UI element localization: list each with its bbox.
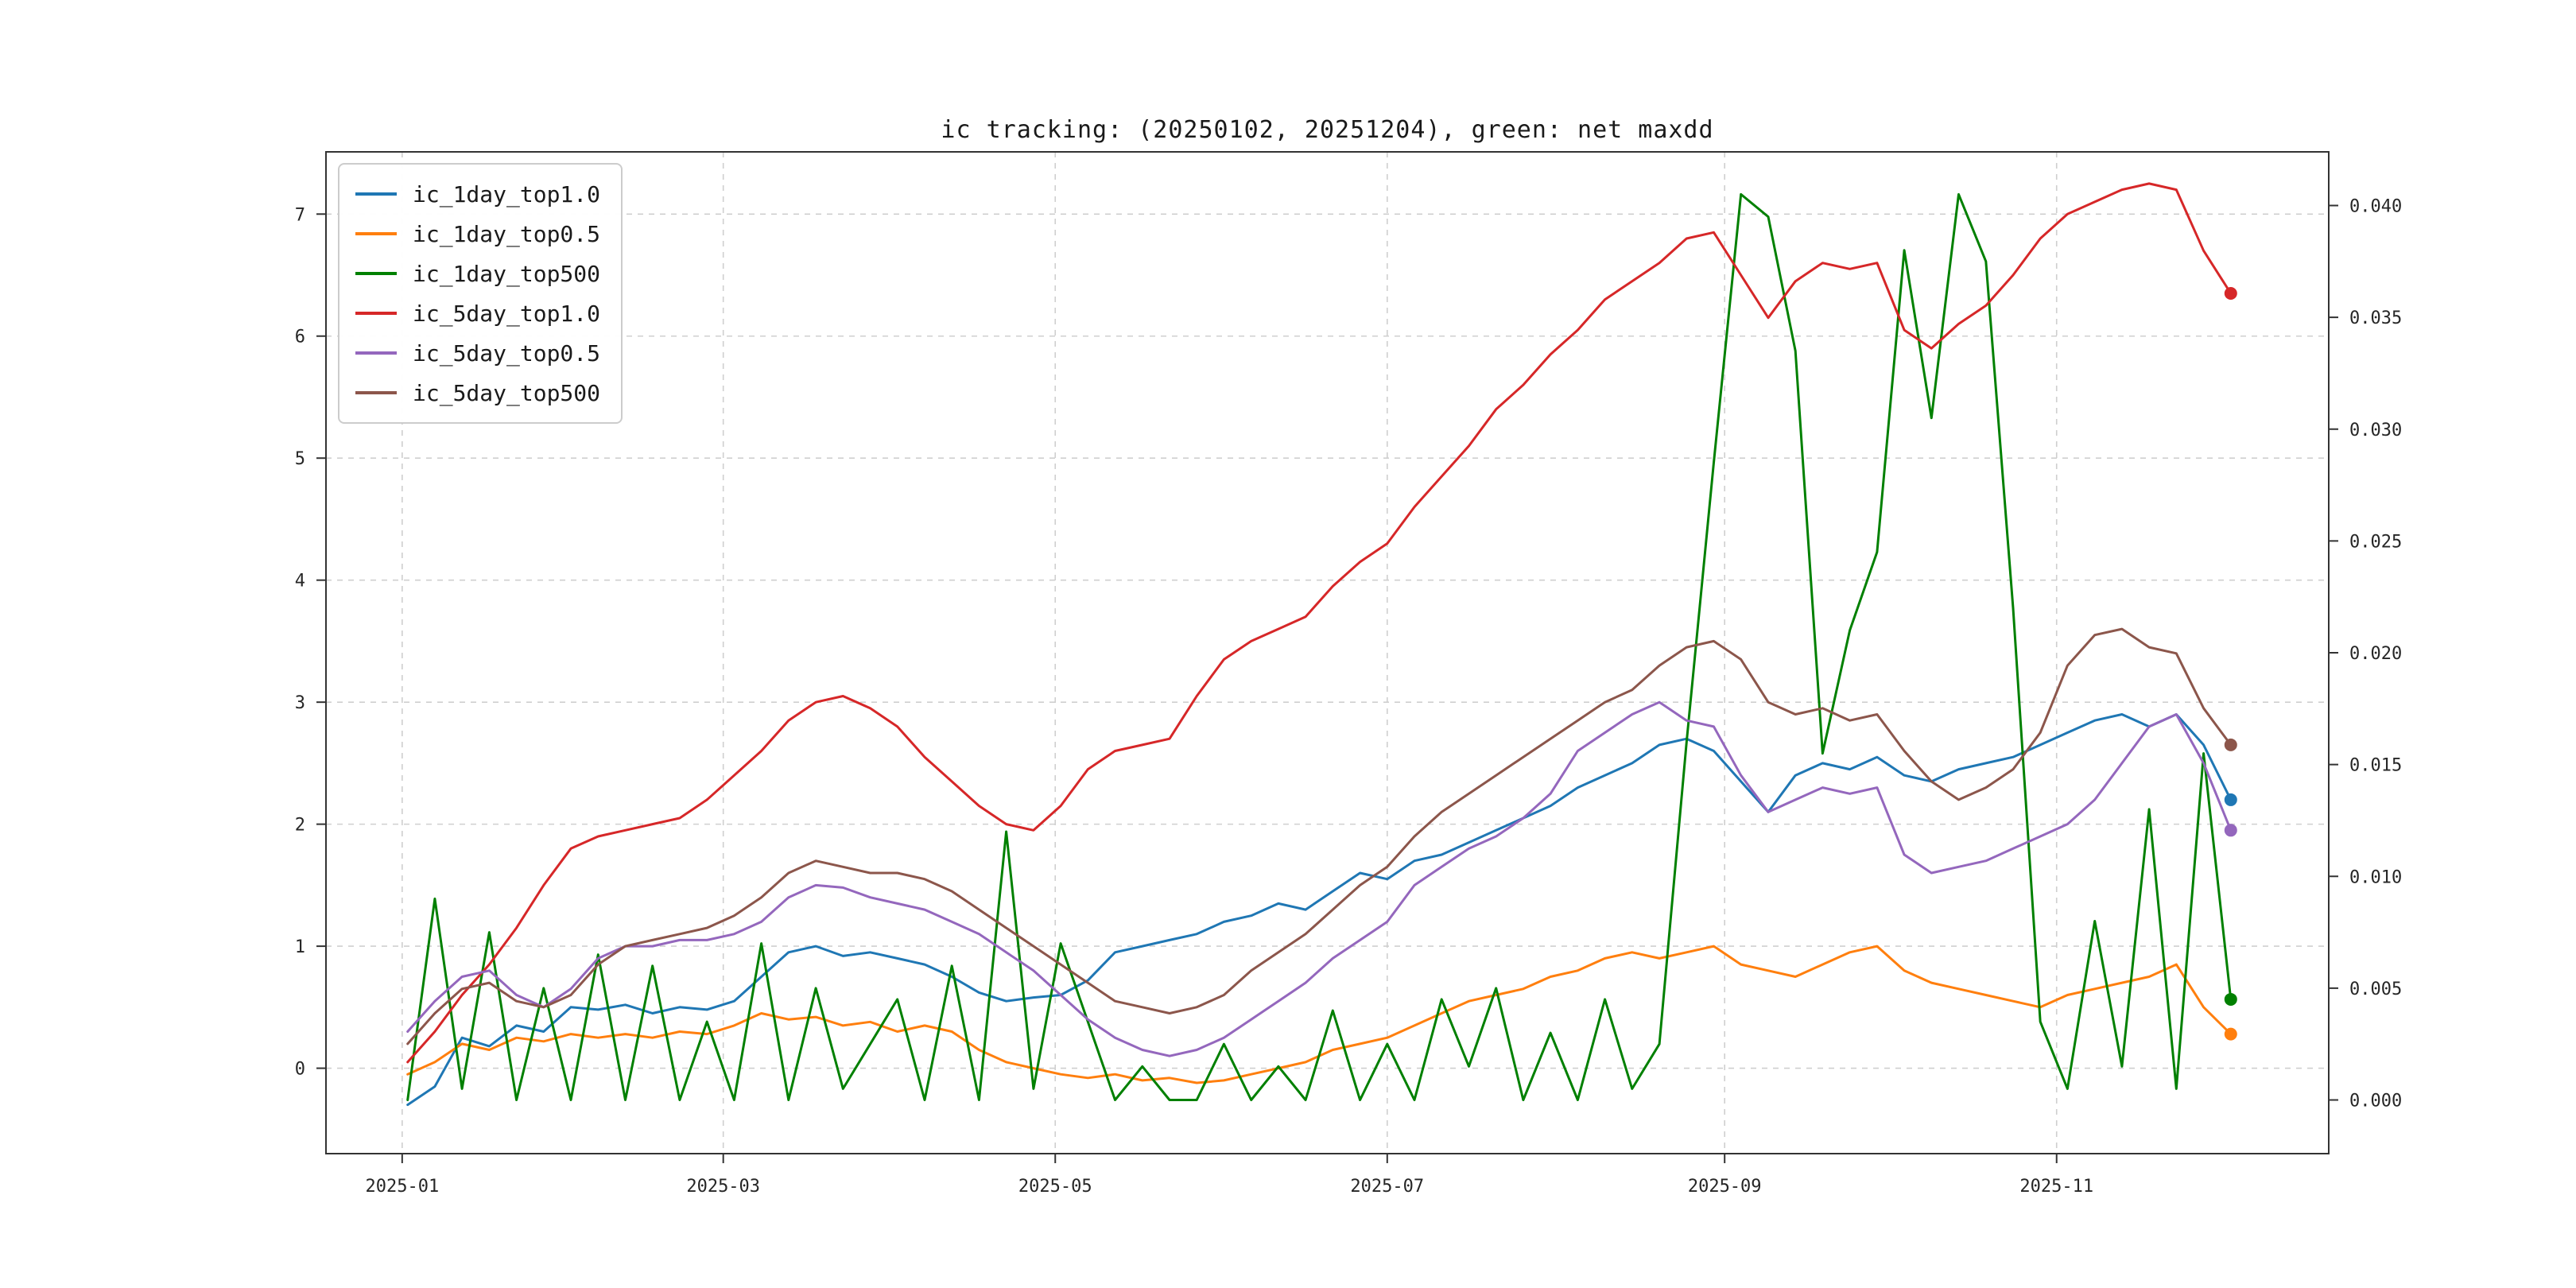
right-tick-label: 0.025	[2349, 532, 2402, 552]
x-tick-label: 2025-07	[1350, 1177, 1424, 1197]
chart-title: ic tracking: (20250102, 20251204), green…	[941, 116, 1714, 144]
series-endpoint-ic_5day_top1.0	[2224, 287, 2237, 301]
legend-label: ic_1day_top500	[413, 260, 601, 287]
legend-line-swatch	[355, 272, 397, 275]
left-tick-label: 7	[295, 205, 305, 225]
legend-label: ic_5day_top500	[413, 379, 601, 406]
left-tick-label: 1	[295, 937, 305, 957]
left-tick-label: 0	[295, 1060, 305, 1080]
legend-line-swatch	[355, 351, 397, 355]
legend-line-swatch	[355, 192, 397, 196]
right-tick-label: 0.010	[2349, 867, 2402, 887]
series-endpoint-ic_1day_top500	[2224, 992, 2237, 1006]
legend: ic_1day_top1.0 ic_1day_top0.5 ic_1day_top5…	[338, 163, 623, 424]
legend-label: ic_1day_top0.5	[413, 220, 601, 247]
right-tick-label: 0.035	[2349, 308, 2402, 328]
legend-line-swatch	[355, 232, 397, 235]
right-tick-label: 0.040	[2349, 197, 2402, 217]
legend-label: ic_1day_top1.0	[413, 180, 601, 208]
left-tick-label: 2	[295, 816, 305, 836]
left-tick-label: 6	[295, 328, 305, 347]
series-endpoint-ic_5day_top0.5	[2224, 824, 2237, 837]
left-tick-label: 3	[295, 693, 305, 713]
series-endpoint-ic_1day_top1.0	[2224, 793, 2237, 806]
right-tick-label: 0.020	[2349, 644, 2402, 664]
right-tick-label: 0.030	[2349, 421, 2402, 440]
right-tick-label: 0.005	[2349, 980, 2402, 999]
legend-label: ic_5day_top1.0	[413, 300, 601, 327]
legend-item-ic_5day_top500: ic_5day_top500	[355, 374, 600, 411]
x-tick-label: 2025-09	[1688, 1177, 1762, 1197]
series-endpoint-ic_1day_top0.5	[2224, 1027, 2237, 1041]
legend-item-ic_1day_top0.5: ic_1day_top0.5	[355, 215, 600, 252]
series-line-ic_5day_top1.0	[406, 182, 2233, 1064]
series-line-ic_1day_top0.5	[406, 945, 2233, 1084]
legend-item-ic_5day_top0.5: ic_5day_top0.5	[355, 335, 600, 371]
series-line-ic_5day_top500	[406, 627, 2233, 1046]
legend-label: ic_5day_top0.5	[413, 339, 601, 367]
x-tick-label: 2025-01	[365, 1177, 439, 1197]
legend-item-ic_5day_top1.0: ic_5day_top1.0	[355, 295, 600, 332]
series-line-ic_1day_top1.0	[406, 713, 2233, 1107]
series-endpoint-ic_5day_top500	[2224, 738, 2237, 751]
legend-line-swatch	[355, 312, 397, 315]
series-line-ic_1day_top500	[406, 192, 2233, 1101]
legend-item-ic_1day_top500: ic_1day_top500	[355, 255, 600, 292]
legend-line-swatch	[355, 391, 397, 394]
left-tick-label: 4	[295, 572, 305, 592]
right-tick-label: 0.000	[2349, 1092, 2402, 1111]
left-tick-label: 5	[295, 449, 305, 469]
series-line-ic_5day_top0.5	[406, 700, 2233, 1057]
x-tick-label: 2025-03	[686, 1177, 760, 1197]
x-tick-label: 2025-11	[2019, 1177, 2093, 1197]
legend-item-ic_1day_top1.0: ic_1day_top1.0	[355, 176, 600, 212]
right-tick-label: 0.015	[2349, 756, 2402, 776]
x-tick-label: 2025-05	[1018, 1177, 1092, 1197]
